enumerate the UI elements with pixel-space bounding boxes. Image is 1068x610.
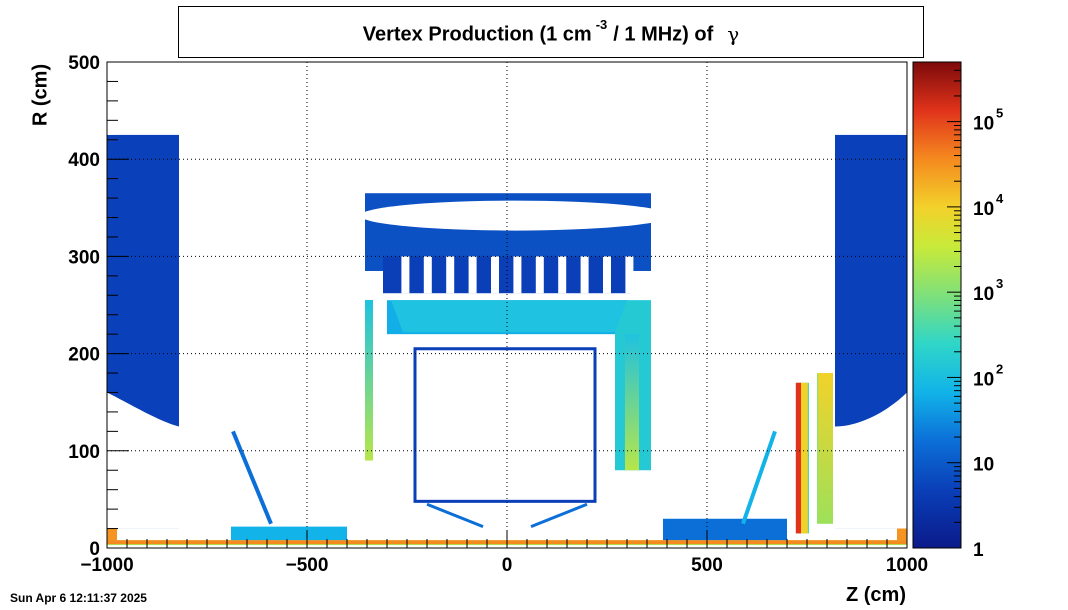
y-tick-label: 0: [89, 539, 100, 560]
colorbar-tick-label: 10: [973, 455, 994, 476]
y-tick-label: 500: [68, 53, 100, 74]
y-tick-label: 100: [68, 442, 100, 463]
detector-structure: [405, 343, 605, 500]
x-axis: −1000 −500 0 500 1000: [80, 530, 928, 576]
detector-structure: [625, 334, 639, 471]
y-axis-label: R (cm): [29, 63, 52, 127]
colorbar-tick-label: 10: [973, 369, 994, 390]
detector-structure: [818, 373, 833, 524]
title-particle: γ: [727, 21, 740, 46]
solenoid-gap: [513, 256, 522, 294]
solenoid-gap: [535, 256, 544, 294]
detector-structure: [107, 392, 179, 529]
x-tick-label: 500: [691, 555, 723, 576]
solenoid-gap: [468, 256, 477, 294]
colorbar-tick-label: 1: [973, 540, 984, 561]
solenoid-gap: [625, 256, 634, 294]
solenoid-gap: [580, 256, 589, 294]
detector-structure: [365, 293, 651, 301]
solenoid-gap: [446, 256, 455, 294]
x-tick-label: 0: [502, 555, 513, 576]
detector-structure: [365, 300, 373, 461]
timestamp: Sun Apr 6 12:11:37 2025: [10, 591, 147, 605]
x-tick-label: −1000: [80, 555, 133, 576]
y-tick-label: 300: [68, 247, 100, 268]
chart-title: Vertex Production (1 cm -3 / 1 MHz) of γ: [179, 17, 923, 47]
colorbar-tick-label: 10: [973, 284, 994, 305]
detector-structure: [231, 430, 273, 525]
detector-structure: [426, 502, 484, 529]
y-tick-label: 200: [68, 345, 100, 366]
detector-structure: [360, 200, 670, 231]
colorbar-tick-exponent: 4: [996, 191, 1004, 206]
detector-structure: [801, 382, 808, 534]
detector-structure: [841, 62, 907, 135]
detector-structure: [835, 392, 907, 529]
title-rest: / 1 MHz) of: [613, 23, 714, 46]
chart-title-box: Vertex Production (1 cm -3 / 1 MHz) of γ: [178, 6, 924, 58]
detector-structure: [663, 518, 787, 541]
detector-structure: [391, 300, 627, 333]
colorbar-tick-exponent: 5: [996, 106, 1003, 121]
colorbar-tick-exponent: 2: [996, 361, 1003, 376]
detector-structure: [231, 526, 347, 541]
y-axis: 0 100 200 300 400 500: [68, 53, 129, 560]
detector-structure: [413, 347, 597, 503]
heatmap-regions: [107, 62, 907, 546]
solenoid-gap: [401, 256, 410, 294]
colorbar-tick-label: 10: [973, 114, 994, 135]
detector-structure: [741, 430, 777, 525]
y-tick-label: 400: [68, 150, 100, 171]
solenoid-gap: [558, 256, 567, 294]
title-superscript: -3: [595, 17, 608, 32]
detector-structure: [530, 502, 588, 529]
detector-structure: [107, 62, 173, 135]
colorbar: [912, 61, 962, 549]
x-tick-label: −500: [286, 555, 329, 576]
solenoid-gap: [423, 256, 432, 294]
solenoid-gap: [603, 256, 611, 294]
colorbar-tick-label: 10: [973, 199, 994, 220]
title-main: Vertex Production (1 cm: [362, 23, 592, 46]
detector-structure: [795, 382, 801, 534]
grid-lines: [107, 62, 907, 548]
x-tick-label: 1000: [886, 555, 928, 576]
colorbar-tick-exponent: 3: [996, 276, 1003, 291]
x-axis-label: Z (cm): [846, 584, 906, 606]
solenoid-gap: [491, 256, 499, 294]
